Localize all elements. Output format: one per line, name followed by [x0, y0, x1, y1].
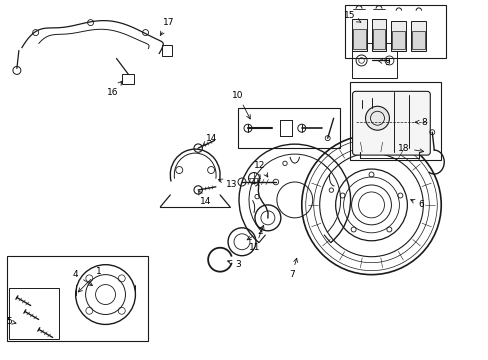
Bar — [9, 288, 59, 339]
Bar — [410, 21, 426, 50]
Text: 1: 1 — [78, 267, 101, 292]
FancyBboxPatch shape — [352, 91, 429, 155]
Bar — [238, 108, 339, 148]
Text: 7: 7 — [288, 258, 297, 279]
Circle shape — [365, 106, 388, 130]
Bar — [392, 31, 405, 49]
Text: 14: 14 — [203, 134, 217, 145]
Bar — [344, 5, 446, 58]
Text: 18: 18 — [397, 144, 423, 153]
Text: 11: 11 — [249, 225, 264, 252]
Text: 2: 2 — [246, 227, 262, 240]
Text: 12: 12 — [254, 161, 267, 177]
Bar — [351, 19, 366, 50]
Bar — [162, 45, 172, 57]
Text: 3: 3 — [227, 260, 241, 269]
Text: 6: 6 — [410, 199, 423, 210]
Text: 5: 5 — [6, 317, 16, 326]
Bar — [7, 256, 148, 341]
Text: 16: 16 — [106, 81, 122, 97]
Text: 17: 17 — [160, 18, 174, 35]
Bar — [351, 42, 397, 78]
Text: 9: 9 — [378, 58, 389, 67]
Text: 4: 4 — [73, 270, 92, 285]
Text: 8: 8 — [414, 118, 427, 127]
Bar — [372, 28, 385, 49]
Text: 13: 13 — [218, 179, 237, 189]
Text: 10: 10 — [232, 91, 250, 119]
Bar — [411, 31, 425, 49]
Bar — [352, 28, 365, 49]
Bar — [349, 82, 440, 160]
Bar — [371, 19, 386, 50]
Text: 15: 15 — [343, 11, 360, 22]
Text: 14: 14 — [198, 191, 210, 206]
Bar — [122, 75, 134, 84]
Bar — [390, 21, 406, 50]
